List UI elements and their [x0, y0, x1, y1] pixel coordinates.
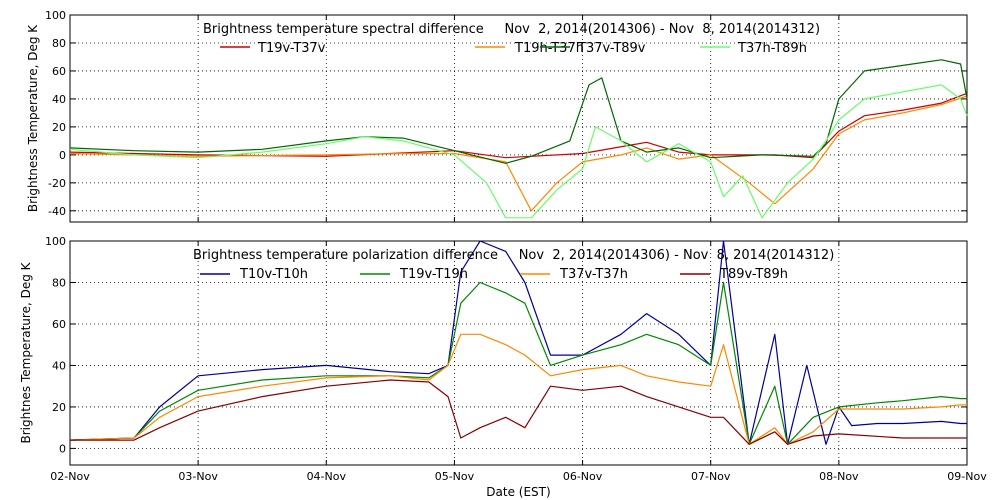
y-axis-label: Brightness Temperature, Deg K [26, 24, 40, 212]
legend-label: T89v-T89h [719, 267, 788, 282]
legend-label: T19v-T19h [399, 267, 468, 282]
series-line-t10v-t10h [69, 240, 967, 445]
y-tick-label: 20 [52, 401, 66, 414]
legend-label: T19h-T37h [514, 41, 584, 56]
x-tick-label: 05-Nov [435, 470, 475, 483]
x-tick-label: 08-Nov [819, 470, 859, 483]
y-tick-label: 40 [52, 359, 66, 372]
x-tick-label: 09-Nov [947, 470, 987, 483]
legend-label: T37h-T89h [737, 41, 807, 56]
x-tick-label: 04-Nov [307, 470, 347, 483]
chart-title: Brightness temperature polarization diff… [193, 248, 834, 263]
y-tick-label: 100 [45, 235, 66, 248]
chart-title: Brightness temperature spectral differen… [203, 22, 820, 37]
series-line-t37v-t37h [69, 333, 967, 445]
y-axis-label: Brightnes Temperature, Deg K [19, 261, 33, 443]
y-tick-label: 80 [52, 37, 66, 50]
y-tick-label: 60 [52, 318, 66, 331]
x-tick-label: 02-Nov [50, 470, 90, 483]
polarization-difference-panel: 02-Nov 03-Nov 04-Nov 05-Nov 06-Nov 07-Nov 08-N… [19, 235, 987, 499]
legend-label: T37v-T37h [559, 267, 628, 282]
series-line-t37h-t89h [69, 84, 968, 219]
x-tick-label: 06-Nov [563, 470, 603, 483]
series-line-t19h-t37h [69, 95, 968, 212]
y-tick-label: 0 [59, 442, 66, 455]
x-tick-label: 03-Nov [178, 470, 218, 483]
series-line-t19v-t37v [69, 92, 968, 159]
y-tick-label: -20 [48, 177, 66, 190]
spectral-difference-panel: -40 -20 0 20 40 60 80 100 Brightness temperature… [26, 9, 968, 223]
series-line-t19v-t19h [69, 281, 967, 445]
legend-label: T19v-T37v [257, 41, 326, 56]
y-tick-label: 20 [52, 121, 66, 134]
plot-frame [69, 240, 968, 466]
y-tick-label: 60 [52, 65, 66, 78]
y-tick-label: 100 [45, 9, 66, 22]
x-tick-label: 07-Nov [691, 470, 731, 483]
y-tick-label: 0 [59, 149, 66, 162]
y-tick-label: 80 [52, 276, 66, 289]
legend-label: T10v-T10h [239, 267, 308, 282]
series-line-t89v-t89h [70, 379, 967, 445]
plot-frame [69, 14, 968, 223]
legend-label: T37v-T89v [577, 41, 646, 56]
x-axis-label: Date (EST) [486, 485, 550, 499]
series-line-t37v-t89v [69, 59, 968, 164]
y-tick-label: -40 [48, 205, 66, 218]
y-tick-label: 40 [52, 93, 66, 106]
